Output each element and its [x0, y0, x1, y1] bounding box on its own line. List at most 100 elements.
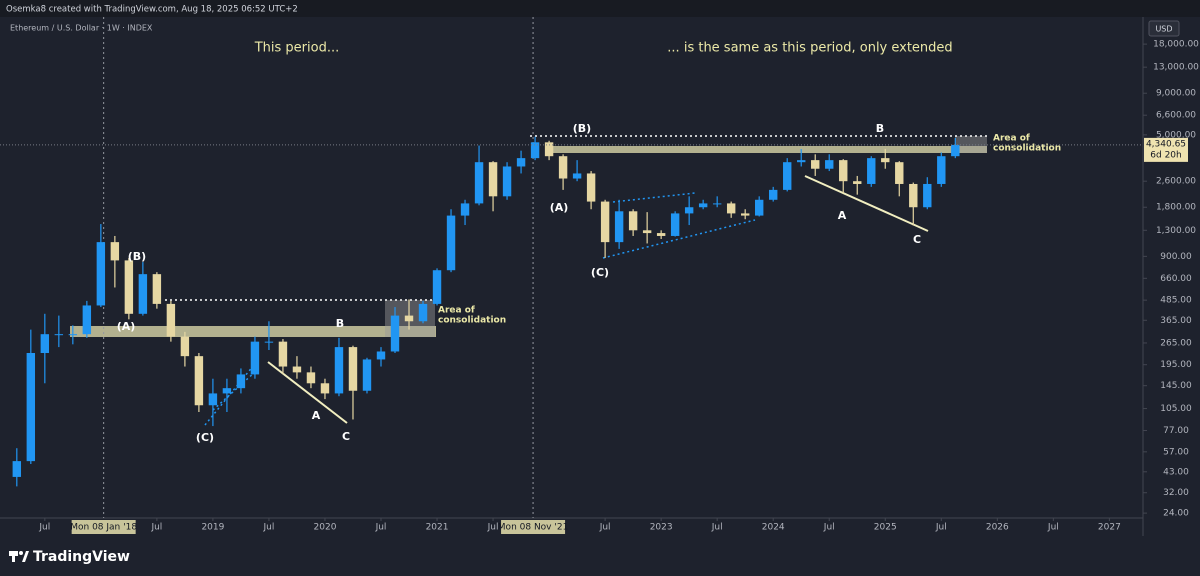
x-tick-label: 2027: [1098, 523, 1121, 533]
symbol-title: Ethereum / U.S. Dollar · 1W · INDEX: [10, 24, 153, 33]
candle-body: [909, 183, 918, 208]
candle-body: [572, 173, 582, 179]
candle-body: [797, 160, 806, 163]
y-tick-label: 660.00: [1160, 274, 1192, 284]
y-tick-label: 900.00: [1160, 252, 1192, 262]
candle-body: [68, 334, 78, 336]
candle-body: [320, 383, 330, 394]
candle-body: [222, 388, 232, 394]
candle-body: [460, 203, 470, 216]
x-tick-label: 2023: [650, 523, 673, 533]
y-tick-label: 145.00: [1160, 381, 1192, 391]
candle-body: [40, 334, 50, 354]
trend-line: [267, 361, 348, 424]
candle-body: [544, 142, 554, 157]
candle-body: [740, 213, 750, 216]
annotation: consolidation: [438, 316, 506, 326]
annotation: A: [838, 209, 847, 222]
candle-body: [628, 211, 638, 231]
x-tick-label: Jul: [487, 523, 499, 533]
wedge-line: [602, 219, 756, 259]
y-tick-label: 32.00: [1163, 488, 1189, 498]
candle-body: [474, 162, 484, 204]
candle-body: [853, 181, 862, 184]
candle-body: [769, 189, 778, 200]
y-tick-label: 1,300.00: [1156, 226, 1196, 236]
candle-body: [839, 160, 848, 182]
candle-body: [250, 341, 260, 375]
candle-body: [54, 334, 64, 336]
x-tick-label: 2025: [874, 523, 897, 533]
candle-body: [502, 166, 512, 197]
annotation: C: [342, 430, 350, 443]
candle-body: [867, 158, 876, 184]
x-tick-label: Jul: [375, 523, 387, 533]
candle-body: [530, 142, 540, 159]
candle-body: [516, 158, 526, 167]
footer: [0, 536, 1200, 576]
candle-body: [376, 351, 386, 360]
annotation: (B): [128, 250, 146, 263]
y-tick-label: 18,000.00: [1153, 40, 1199, 50]
candle-body: [12, 461, 22, 477]
candle-body: [110, 242, 120, 261]
candle-body: [811, 160, 820, 169]
candle-body: [208, 393, 218, 406]
candle-body: [600, 201, 610, 243]
y-tick-label: 195.00: [1160, 360, 1192, 370]
candle-body: [642, 230, 652, 234]
candle-body: [488, 162, 498, 197]
x-tick-label: Jul: [711, 523, 723, 533]
candle-body: [783, 162, 792, 190]
candle-body: [684, 207, 694, 214]
candle-body: [726, 203, 736, 214]
annotation: A: [312, 409, 321, 422]
y-tick-label: 2,600.00: [1156, 177, 1196, 187]
candle-body: [390, 315, 400, 352]
x-tick-label: 2024: [762, 523, 785, 533]
x-tick-label: Jul: [823, 523, 835, 533]
candle-body: [292, 366, 302, 373]
candle-body: [348, 347, 358, 391]
candle-body: [82, 305, 92, 335]
annotation: B: [336, 317, 344, 330]
annotation: (A): [117, 320, 136, 333]
candle-body: [923, 183, 932, 208]
x-tick-label: Jul: [599, 523, 611, 533]
candle-body: [264, 341, 274, 343]
candle-body: [937, 156, 946, 184]
annotation: Area of: [993, 134, 1030, 144]
x-tick-label: Jul: [935, 523, 947, 533]
candle-body: [951, 144, 960, 157]
countdown: 6d 20h: [1150, 150, 1181, 160]
candle-body: [124, 260, 134, 314]
x-tick-label: 2026: [986, 523, 1009, 533]
candle-body: [754, 199, 764, 216]
candle-body: [656, 233, 666, 236]
annotation: B: [876, 122, 884, 135]
candle-body: [362, 359, 372, 391]
annotation: This period...: [254, 41, 340, 56]
candle-body: [881, 158, 890, 163]
annotation: Area of: [438, 306, 475, 316]
y-tick-label: 6,600.00: [1156, 111, 1196, 121]
candle-body: [152, 274, 162, 304]
y-tick-label: 485.00: [1160, 296, 1192, 306]
annotation: consolidation: [993, 144, 1061, 154]
consolidation-box: [955, 136, 987, 153]
candle-body: [825, 160, 834, 169]
crosshair-label-bg: [501, 520, 566, 534]
x-tick-label: Jul: [263, 523, 275, 533]
candle-body: [558, 156, 568, 179]
y-tick-label: 13,000.00: [1153, 63, 1199, 73]
currency: USD: [1155, 25, 1172, 34]
candle-body: [698, 203, 708, 208]
wedge-line: [612, 192, 696, 203]
top-bar: [0, 0, 1200, 17]
brand: TradingView: [33, 549, 130, 565]
brand-logo: [9, 551, 29, 562]
crosshair-label: Mon 08 Jan '18: [70, 523, 137, 533]
candle-body: [180, 336, 190, 357]
y-tick-label: 365.00: [1160, 316, 1192, 326]
